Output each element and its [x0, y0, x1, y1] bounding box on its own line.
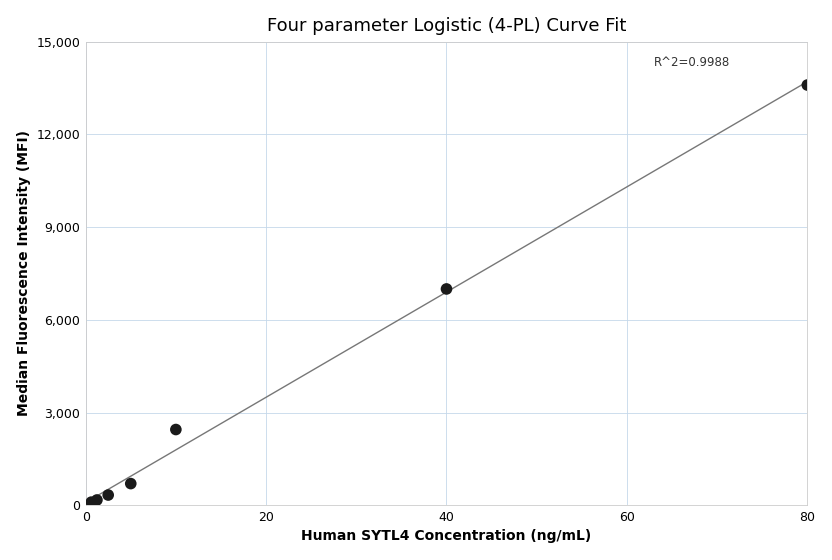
Text: R^2=0.9988: R^2=0.9988 — [654, 57, 730, 69]
Point — [85, 498, 98, 507]
Point — [91, 496, 104, 505]
Title: Four parameter Logistic (4-PL) Curve Fit: Four parameter Logistic (4-PL) Curve Fit — [267, 17, 626, 35]
Point — [124, 479, 137, 488]
Point — [102, 491, 115, 500]
Point — [169, 425, 182, 434]
Point — [440, 284, 453, 293]
Point — [800, 81, 814, 90]
X-axis label: Human SYTL4 Concentration (ng/mL): Human SYTL4 Concentration (ng/mL) — [301, 529, 592, 543]
Y-axis label: Median Fluorescence Intensity (MFI): Median Fluorescence Intensity (MFI) — [17, 130, 31, 417]
